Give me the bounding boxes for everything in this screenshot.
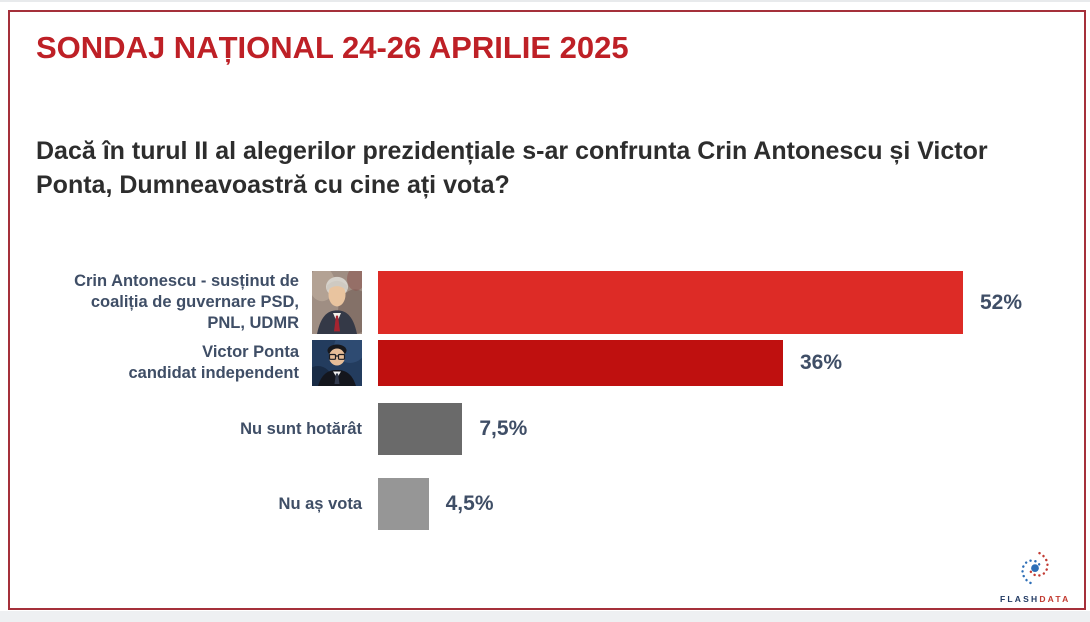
bar-cell: 4,5%: [362, 478, 1070, 530]
category-label-crin-antonescu: Crin Antonescu - susținut de coaliția de…: [36, 271, 299, 334]
label-line: candidat independent: [128, 364, 299, 382]
victor-ponta-photo: [312, 340, 362, 386]
flashdata-logo: FLASHDATA: [1000, 545, 1070, 604]
label-line: Victor Ponta: [202, 343, 299, 361]
row-label-cell: Victor Ponta candidat independent: [36, 340, 362, 386]
bar-cell: 36%: [362, 340, 1070, 386]
value-label-victor-ponta: 36%: [800, 351, 843, 374]
label-line: Crin Antonescu - susținut de: [74, 272, 299, 290]
label-line: coaliția de guvernare PSD,: [90, 293, 299, 311]
bar-cell: 7,5%: [362, 403, 1070, 455]
logo-text-flash: FLASH: [1000, 594, 1040, 604]
bar-nu-as-vota: [378, 478, 429, 530]
flashdata-wordmark: FLASHDATA: [1000, 594, 1070, 604]
chart-row-crin-antonescu: Crin Antonescu - susținut de coaliția de…: [36, 271, 1070, 334]
row-label-cell: Nu aș vota: [36, 478, 362, 530]
chart-row-victor-ponta: Victor Ponta candidat independent: [36, 340, 1070, 386]
value-label-nu-as-vota: 4,5%: [445, 492, 494, 515]
bar-cell: 52%: [362, 271, 1070, 334]
bar-nehotarat: [378, 403, 463, 455]
row-label-cell: Nu sunt hotărât: [36, 403, 362, 455]
logo-text-data: DATA: [1039, 594, 1071, 604]
bar-victor-ponta: [378, 340, 783, 386]
page-title: SONDAJ NAȚIONAL 24-26 APRILIE 2025: [36, 30, 629, 65]
label-line: Nu sunt hotărât: [240, 419, 362, 438]
value-label-nehotarat: 7,5%: [479, 417, 528, 440]
row-label-cell: Crin Antonescu - susținut de coaliția de…: [36, 271, 362, 334]
value-label-crin-antonescu: 52%: [980, 290, 1023, 314]
chart-row-nu-as-vota: Nu aș vota 4,5%: [36, 478, 1070, 530]
label-line: PNL, UDMR: [207, 314, 299, 332]
chart-row-nehotarat: Nu sunt hotărât 7,5%: [36, 403, 1070, 455]
category-label-victor-ponta: Victor Ponta candidat independent: [36, 342, 299, 384]
category-label-nu-as-vota: Nu aș vota: [36, 494, 362, 515]
category-label-nehotarat: Nu sunt hotărât: [36, 419, 362, 440]
label-line: Nu aș vota: [278, 494, 362, 513]
poll-question: Dacă în turul II al alegerilor prezidenț…: [36, 137, 988, 199]
flashdata-spiral-icon: [1021, 550, 1049, 586]
window-top-edge: [0, 0, 1090, 2]
crin-antonescu-photo: [312, 271, 362, 334]
window-bottom-edge: [0, 611, 1090, 622]
bar-crin-antonescu: [378, 271, 963, 334]
